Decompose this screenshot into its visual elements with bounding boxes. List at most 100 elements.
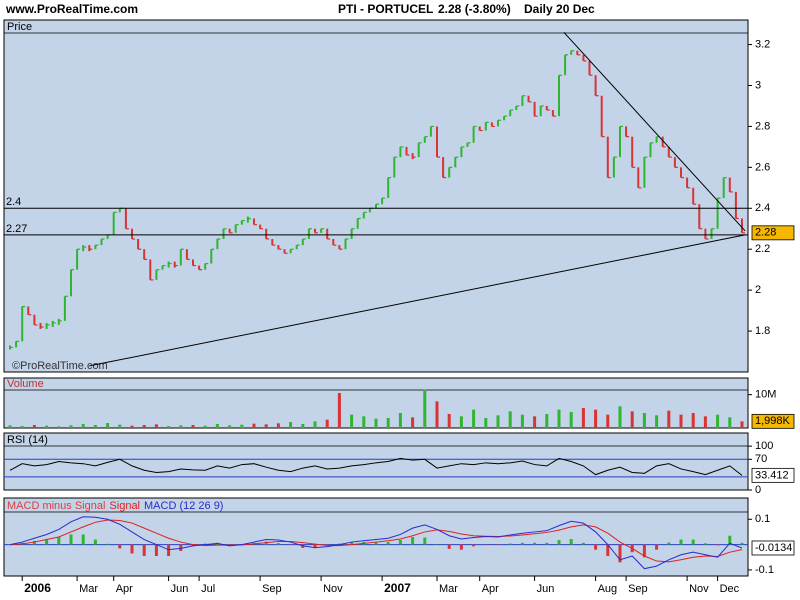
- volume-bar: [142, 425, 146, 428]
- histogram-bar: [264, 541, 268, 545]
- x-tick-label: Dec: [720, 583, 740, 595]
- histogram-bar: [167, 544, 171, 556]
- site: www.ProRealTime.com: [5, 2, 138, 16]
- histogram-bar: [435, 544, 439, 545]
- histogram-bar: [154, 544, 158, 556]
- horizontal-line-label: 2.4: [6, 196, 21, 208]
- last-value-label: 33.412: [755, 469, 789, 481]
- volume-bar: [508, 411, 512, 428]
- volume-bar: [728, 417, 732, 428]
- x-tick-label: Nov: [323, 583, 343, 595]
- volume-bar: [81, 424, 85, 428]
- histogram-bar: [667, 542, 671, 545]
- x-tick-label: Mar: [439, 583, 458, 595]
- panel-title: Volume: [7, 378, 44, 390]
- volume-bar: [179, 425, 183, 428]
- volume-bar: [472, 409, 476, 428]
- trend-line: [89, 234, 746, 367]
- panel-title: Price: [7, 21, 32, 33]
- volume-bar: [289, 422, 293, 428]
- x-tick-label: Jun: [171, 583, 189, 595]
- histogram-bar: [81, 534, 85, 545]
- histogram-bar: [350, 542, 354, 545]
- histogram-bar: [93, 539, 97, 545]
- histogram-bar: [557, 540, 561, 545]
- volume-bar: [276, 423, 280, 428]
- histogram-bar: [679, 539, 683, 545]
- horizontal-line-label: 2.27: [6, 223, 27, 235]
- histogram-bar: [703, 543, 707, 545]
- volume-bar: [655, 415, 659, 428]
- histogram-bar: [545, 542, 549, 545]
- histogram-bar: [472, 544, 476, 547]
- volume-bar: [618, 406, 622, 428]
- histogram-bar: [508, 543, 512, 545]
- volume-bar: [496, 415, 500, 428]
- volume-bar: [569, 412, 573, 428]
- volume-bar: [447, 414, 451, 428]
- histogram-bar: [642, 544, 646, 558]
- volume-bar: [264, 424, 268, 428]
- volume-bar: [69, 425, 73, 428]
- volume-bar: [581, 408, 585, 428]
- histogram-bar: [411, 537, 415, 545]
- histogram-bar: [203, 543, 207, 545]
- volume-bar: [8, 425, 12, 428]
- x-tick-label: Jul: [201, 583, 215, 595]
- volume-bar: [57, 426, 61, 428]
- histogram-bar: [496, 544, 500, 546]
- x-tick-label: 2007: [384, 581, 411, 595]
- volume-bar: [484, 418, 488, 428]
- histogram-bar: [520, 542, 524, 545]
- volume-bar: [350, 414, 354, 428]
- volume-bar: [423, 389, 427, 428]
- x-tick-label: Sep: [262, 583, 282, 595]
- histogram-bar: [459, 544, 463, 550]
- rsi-panel: [3, 432, 749, 491]
- x-tick-label: Apr: [116, 583, 133, 595]
- y-tick-label: 2.6: [755, 161, 770, 173]
- histogram-bar: [142, 544, 146, 556]
- volume-bar: [93, 425, 97, 428]
- last-value-label: 2.28: [755, 227, 776, 239]
- price-panel: [3, 19, 749, 373]
- histogram-bar: [374, 542, 378, 545]
- histogram-bar: [386, 542, 390, 545]
- histogram-bar: [106, 543, 110, 545]
- volume-bar: [240, 424, 244, 428]
- panel-marks: [4, 31, 748, 367]
- y-tick-label: 2.8: [755, 120, 770, 132]
- histogram-bar: [45, 539, 49, 545]
- histogram-bar: [398, 540, 402, 545]
- volume-bar: [32, 425, 36, 428]
- volume-bar: [106, 423, 110, 428]
- volume-bar: [606, 414, 610, 428]
- last-value-label: -0.0134: [755, 542, 792, 554]
- histogram-bar: [606, 544, 610, 556]
- watermark: ©ProRealTime.com: [12, 360, 108, 372]
- x-tick-label: Apr: [482, 583, 499, 595]
- volume-bar: [45, 425, 49, 428]
- x-tick-label: Jun: [537, 583, 555, 595]
- histogram-bar: [691, 539, 695, 545]
- y-tick-label: 10M: [755, 389, 776, 401]
- volume-bar: [459, 416, 463, 428]
- volume-bar: [362, 416, 366, 428]
- trend-line: [563, 31, 746, 232]
- last-value-box: [751, 225, 795, 241]
- volume-bar: [642, 413, 646, 428]
- histogram-bar: [581, 542, 585, 545]
- rsi-line: [9, 457, 743, 476]
- y-tick-label: 3.2: [755, 38, 770, 50]
- volume-bar: [191, 425, 195, 428]
- volume-bar: [520, 414, 524, 428]
- volume-bar: [154, 424, 158, 428]
- histogram-bar: [569, 539, 573, 545]
- volume-bar: [167, 426, 171, 428]
- volume-bar: [215, 424, 219, 428]
- volume-bar: [20, 426, 24, 428]
- volume-bar: [337, 393, 341, 428]
- macd-panel: [3, 497, 749, 577]
